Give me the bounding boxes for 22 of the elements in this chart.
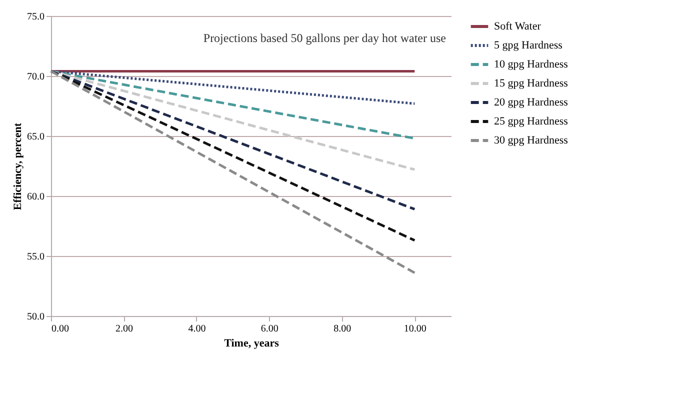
x-tick-label: 6.00	[260, 324, 278, 334]
legend-label: 15 gpg Hardness	[494, 78, 568, 90]
x-tick-label: 2.00	[115, 324, 133, 334]
y-tick-label: 60.0	[27, 192, 44, 202]
x-tick-label: 0.00	[52, 324, 69, 334]
y-tick-label: 75.0	[27, 12, 44, 22]
legend-label: 20 gpg Hardness	[494, 96, 568, 108]
x-tick-label: 4.00	[188, 324, 206, 334]
legend-label: 25 gpg Hardness	[494, 116, 568, 128]
legend-label: 30 gpg Hardness	[494, 134, 568, 146]
y-tick-label: 50.0	[27, 312, 44, 322]
annotation: Projections based 50 gallons per day hot water use	[203, 31, 446, 45]
y-axis-title: Efficiency, percent	[12, 122, 24, 210]
legend-label: 10 gpg Hardness	[494, 58, 568, 70]
y-tick-label: 55.0	[27, 252, 44, 262]
legend-label: Soft Water	[494, 20, 542, 32]
legend-label: 5 gpg Hardness	[494, 40, 562, 52]
x-axis-title: Time, years	[224, 338, 280, 350]
x-tick-label: 10.00	[404, 324, 426, 334]
x-tick-label: 8.00	[334, 324, 352, 334]
y-tick-label: 70.0	[27, 72, 44, 82]
y-tick-label: 65.0	[27, 132, 44, 142]
